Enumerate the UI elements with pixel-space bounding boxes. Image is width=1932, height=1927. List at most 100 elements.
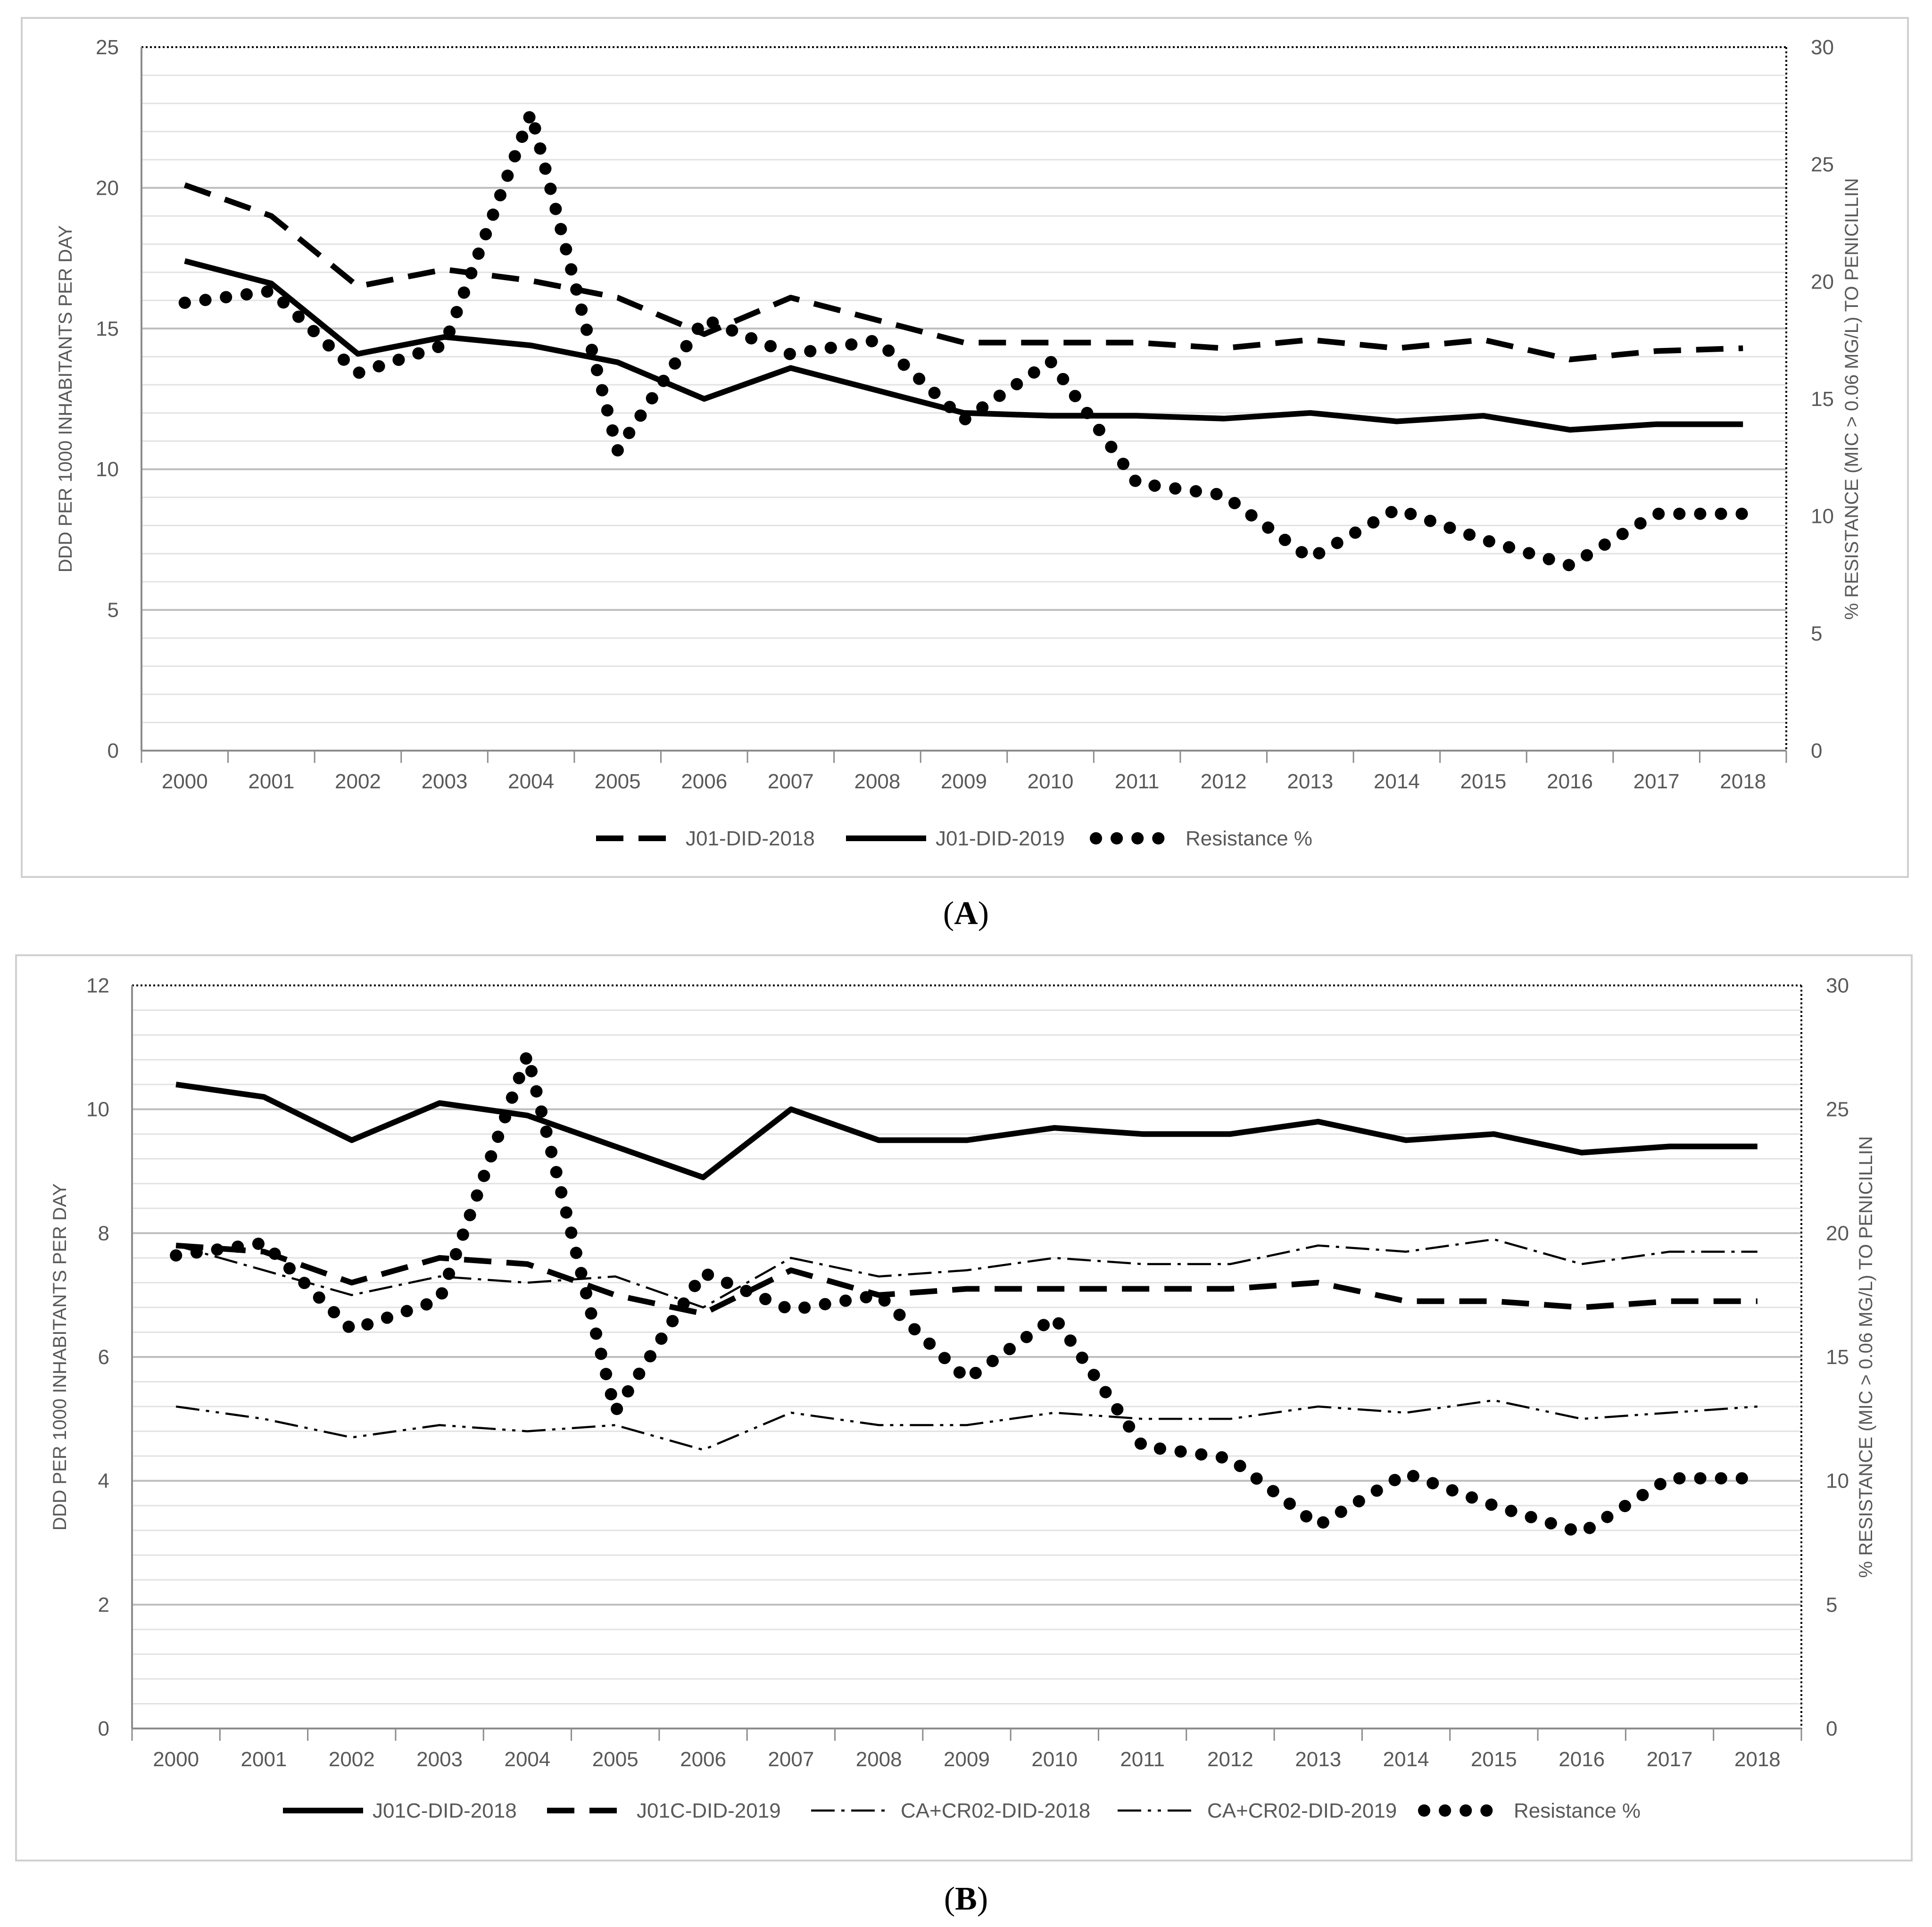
y2-tick-label: 30 xyxy=(1826,974,1849,997)
series-j01c-did-2019-line xyxy=(175,1242,1758,1317)
x-tick-label: 2014 xyxy=(1374,770,1420,793)
series-ca-cr02-did-2019-point xyxy=(1493,1400,1494,1401)
x-tick-label: 2017 xyxy=(1633,770,1680,793)
series-ca-cr02-did-2019-line xyxy=(175,1399,1758,1451)
y2-tick-label: 5 xyxy=(1811,622,1822,645)
legend-label-resistance: Resistance % xyxy=(1186,827,1312,850)
y-tick-label: 2 xyxy=(98,1593,109,1616)
x-tick-label: 2015 xyxy=(1460,770,1507,793)
x-tick-label: 2016 xyxy=(1559,1748,1605,1771)
x-tick-label: 2009 xyxy=(941,770,987,793)
caption-a-label: A xyxy=(954,895,978,932)
series-resistance-point xyxy=(1406,1473,1407,1474)
y2-tick-label: 0 xyxy=(1826,1717,1837,1740)
series-j01-did-2018-point xyxy=(1483,339,1484,340)
legend-label-j01-did-2018: J01-DID-2018 xyxy=(686,827,815,850)
series-resistance-point xyxy=(1757,1478,1758,1479)
series-j01-did-2019-line xyxy=(184,258,1743,433)
y-axis-title: DDD PER 1000 INHABITANTS PER DAY xyxy=(55,225,76,572)
series-ca-cr02-did-2019-point xyxy=(1054,1412,1055,1413)
x-tick-label: 2006 xyxy=(681,770,727,793)
x-tick-label: 2005 xyxy=(595,770,641,793)
x-tick-label: 2015 xyxy=(1471,1748,1517,1771)
series-j01-did-2018-point xyxy=(1136,342,1137,343)
series-resistance-point xyxy=(1669,1478,1670,1479)
chart-frame xyxy=(15,954,1913,1861)
y2-tick-label: 0 xyxy=(1811,739,1822,762)
x-tick-label: 2013 xyxy=(1287,770,1333,793)
series-resistance-point xyxy=(1223,495,1224,496)
y2-tick-label: 15 xyxy=(1811,388,1834,411)
x-tick-label: 2004 xyxy=(504,1748,550,1771)
y-tick-label: 5 xyxy=(108,599,119,622)
series-ca-cr02-did-2018-point xyxy=(1142,1264,1143,1265)
x-tick-label: 2012 xyxy=(1201,770,1247,793)
series-resistance-point xyxy=(966,1379,967,1380)
chart-b: 0 2 4 6 8 10 12 0 5 10 15 20 25 30 2000 2001 2002 2003 200… xyxy=(15,954,1913,1861)
legend-label-resistance: Resistance % xyxy=(1514,1799,1641,1822)
y2-tick-label: 20 xyxy=(1811,270,1834,293)
x-tick-label: 2002 xyxy=(335,770,381,793)
x-tick-label: 2007 xyxy=(768,770,814,793)
x-tick-label: 2013 xyxy=(1295,1748,1341,1771)
chart-b-group: 0 2 4 6 8 10 12 0 5 10 15 20 25 30 2000 2001 2002 2003 200… xyxy=(15,954,1913,1861)
y2-tick-label: 25 xyxy=(1811,153,1834,176)
y-tick-label: 8 xyxy=(98,1222,109,1245)
chart-a: 0 5 10 15 20 25 0 5 10 15 20 25 30 2000 2001 2002 2003 20… xyxy=(21,17,1909,878)
series-j01c-did-2018-line xyxy=(175,1082,1758,1181)
x-tick-label: 2001 xyxy=(248,770,294,793)
legend-label-j01-did-2019: J01-DID-2019 xyxy=(936,827,1065,850)
x-tick-label: 2008 xyxy=(854,770,900,793)
y2-tick-label: 25 xyxy=(1826,1098,1849,1121)
x-tick-label: 2011 xyxy=(1115,770,1160,793)
series-resistance-point xyxy=(1581,1532,1582,1533)
legend-label-j01c-did-2019: J01C-DID-2019 xyxy=(637,1799,781,1822)
y2-tick-label: 30 xyxy=(1811,36,1834,59)
series-j01c-did-2019-point xyxy=(1406,1301,1407,1302)
series-j01c-did-2019-point xyxy=(615,1295,616,1296)
series-j01-did-2018-point xyxy=(444,269,445,270)
x-tick-label: 2007 xyxy=(768,1748,814,1771)
series-j01-did-2018-point xyxy=(357,286,358,287)
y-tick-label: 25 xyxy=(96,36,119,59)
y-tick-label: 10 xyxy=(86,1098,109,1121)
series-ca-cr02-did-2019-point xyxy=(263,1418,264,1419)
series-resistance-line xyxy=(178,107,1750,572)
y-tick-label: 10 xyxy=(96,458,119,481)
x-tick-label: 2016 xyxy=(1547,770,1593,793)
x-tick-label: 2011 xyxy=(1120,1748,1165,1771)
series-ca-cr02-did-2019-point xyxy=(703,1449,704,1450)
x-tick-label: 2008 xyxy=(856,1748,902,1771)
legend-label-ca-cr02-did-2019: CA+CR02-DID-2019 xyxy=(1207,1799,1397,1822)
series-resistance-line xyxy=(170,1049,1764,1539)
y2-axis-title: % RESISTANCE (MIC > 0.06 MG/L) TO PENICI… xyxy=(1856,1136,1876,1578)
x-tick-label: 2014 xyxy=(1383,1748,1429,1771)
series-resistance-point xyxy=(439,1299,440,1300)
series-ca-cr02-did-2018-line xyxy=(175,1238,1758,1309)
y-tick-label: 0 xyxy=(98,1717,109,1740)
caption-b: (B) xyxy=(944,1881,988,1917)
series-j01-did-2018-point xyxy=(1396,348,1397,349)
series-resistance-point xyxy=(704,319,705,320)
y2-axis-title: % RESISTANCE (MIC > 0.06 MG/L) TO PENICI… xyxy=(1841,178,1862,620)
y2-tick-label: 15 xyxy=(1826,1346,1849,1369)
y2-tick-label: 10 xyxy=(1826,1470,1849,1493)
y-tick-label: 0 xyxy=(108,739,119,762)
x-tick-label: 2017 xyxy=(1647,1748,1693,1771)
x-tick-label: 2003 xyxy=(416,1748,463,1771)
y-tick-label: 12 xyxy=(86,974,109,997)
series-ca-cr02-did-2019-point xyxy=(351,1437,352,1438)
series-j01c-did-2019-point xyxy=(1669,1301,1670,1302)
x-tick-label: 2005 xyxy=(592,1748,638,1771)
series-ca-cr02-did-2019-point xyxy=(1406,1412,1407,1413)
series-ca-cr02-did-2019-point xyxy=(1581,1418,1582,1419)
series-j01c-did-2019-point xyxy=(1493,1301,1494,1302)
y-tick-label: 4 xyxy=(98,1470,109,1493)
caption-b-label: B xyxy=(955,1881,977,1917)
series-resistance-point xyxy=(790,1309,791,1310)
x-tick-label: 2003 xyxy=(422,770,468,793)
y2-tick-label: 5 xyxy=(1826,1593,1837,1616)
y-axis-title: DDD PER 1000 INHABITANTS PER DAY xyxy=(50,1183,70,1530)
x-tick-label: 2002 xyxy=(329,1748,375,1771)
series-j01c-did-2019-point xyxy=(703,1313,704,1314)
